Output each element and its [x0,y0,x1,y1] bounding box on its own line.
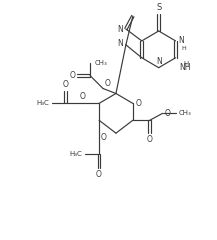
Text: O: O [101,133,107,142]
Text: N: N [117,39,123,48]
Text: H₃C: H₃C [37,100,49,106]
Text: S: S [156,3,161,12]
Text: O: O [62,79,68,89]
Text: O: O [136,99,142,108]
Text: H: H [183,61,188,67]
Text: O: O [69,71,75,80]
Text: N: N [179,36,184,45]
Text: NH: NH [179,63,191,72]
Text: O: O [105,78,111,88]
Text: O: O [165,109,171,118]
Text: H: H [182,46,187,51]
Text: N: N [156,57,161,66]
Text: CH₃: CH₃ [179,110,191,116]
Text: O: O [79,92,85,102]
Text: H₃C: H₃C [69,151,82,157]
Text: N: N [117,24,123,34]
Text: CH₃: CH₃ [95,60,108,66]
Text: O: O [147,135,153,144]
Text: O: O [96,170,102,179]
